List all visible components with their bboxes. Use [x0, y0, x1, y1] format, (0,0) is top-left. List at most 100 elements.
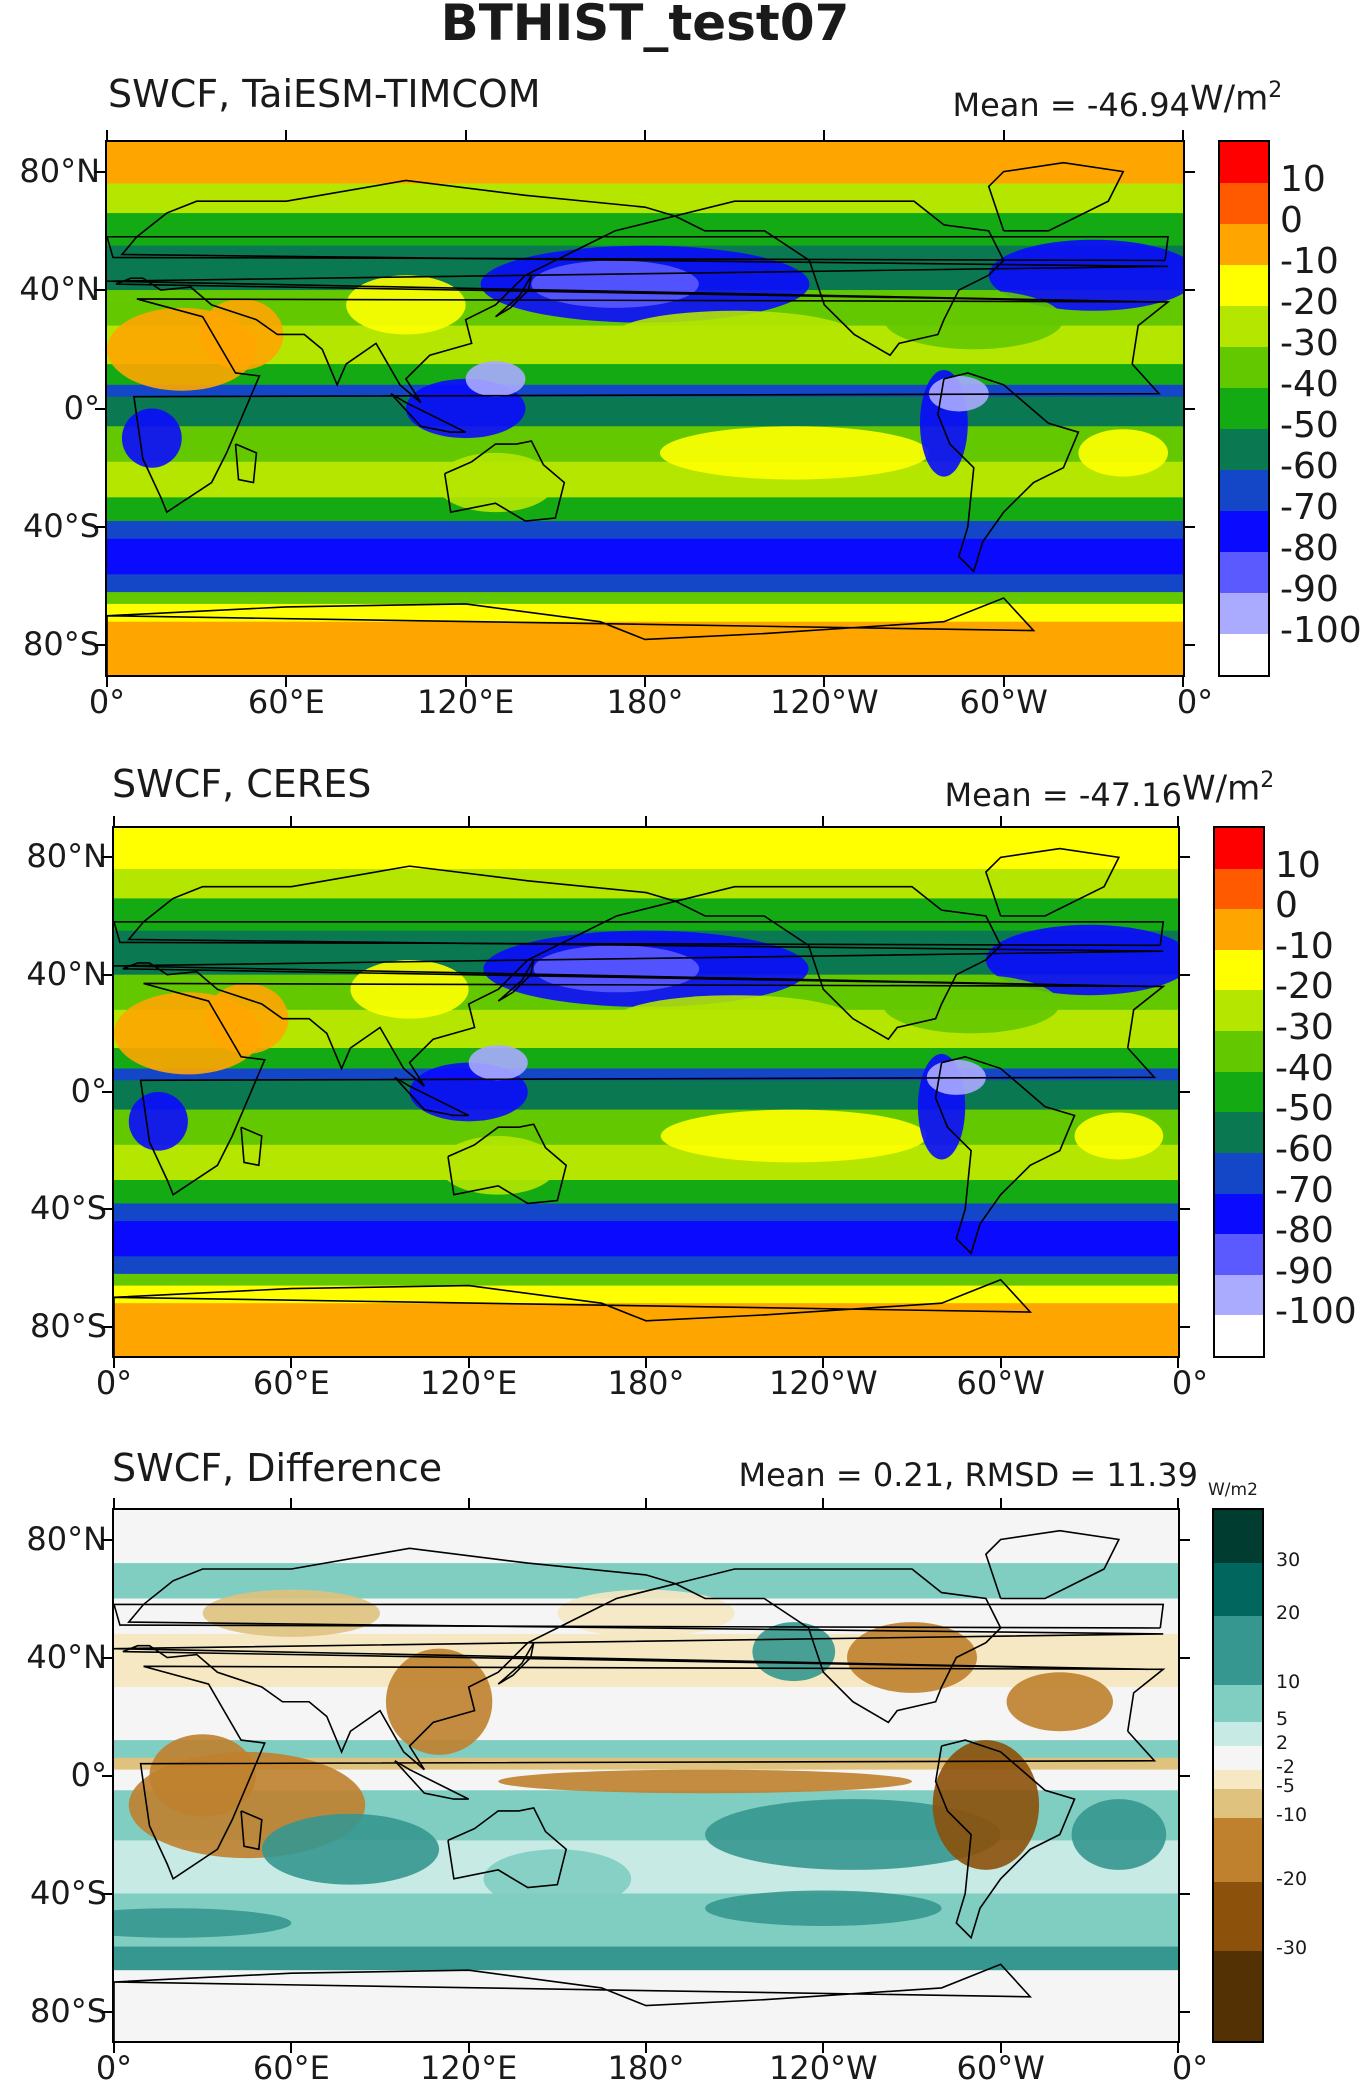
map-2-lon-tick — [290, 816, 293, 826]
colorbar-label: -20 — [1276, 1867, 1308, 1890]
panel-2-colorbar — [1213, 826, 1265, 1358]
colorbar-swatch — [1220, 306, 1268, 348]
colorbar-swatch — [1220, 142, 1268, 184]
map-1-band — [107, 461, 1183, 499]
map-2-lon-tick — [290, 1358, 293, 1368]
colorbar-swatch — [1215, 1071, 1263, 1114]
colorbar-label: -50 — [1280, 405, 1339, 446]
colorbar-swatch — [1220, 470, 1268, 512]
map-2-coastline — [984, 847, 1121, 917]
map-2-coastline — [497, 959, 535, 1002]
main-title: BTHIST_test07 — [440, 0, 850, 52]
map-2-lon-label: 180° — [607, 1364, 685, 1402]
map-3-band — [114, 1740, 1178, 1759]
colorbar-swatch — [1220, 552, 1268, 594]
map-3-lon-tick — [645, 2043, 647, 2053]
map-1-field-patch — [615, 310, 855, 359]
panel-2-units-base: W/m — [1182, 768, 1261, 809]
map-2-field-patch — [468, 1045, 528, 1081]
colorbar-label: -80 — [1280, 528, 1339, 569]
map-1-lon-tick — [1002, 677, 1005, 687]
map-1-field — [107, 142, 1183, 675]
map-3-lon-tick — [467, 1498, 470, 1508]
colorbar-swatch — [1214, 1817, 1262, 1883]
map-3-field-patch — [705, 1890, 942, 1926]
map-2-lon-tick — [822, 1358, 825, 1368]
map-1-lat-tick — [95, 525, 105, 528]
map-3-lon-tick — [467, 2043, 470, 2053]
map-1-lat-tick — [1185, 407, 1195, 410]
map-2-lat-label: 40°N — [26, 954, 107, 993]
map-3-coastline — [114, 1603, 1165, 1629]
map-2-coastline — [240, 1126, 263, 1167]
map-3-field-patch — [385, 1648, 493, 1755]
colorbar-swatch — [1220, 429, 1268, 471]
colorbar-swatch — [1215, 1112, 1263, 1154]
map-3-coastline — [934, 1739, 1076, 1940]
map-2-lon-tick — [822, 816, 825, 826]
map-3-coastline — [114, 1963, 1033, 2041]
map-1-lat-tick — [95, 289, 105, 292]
colorbar-label: 10 — [1275, 844, 1321, 886]
map-2-lon-label: 0° — [95, 1364, 133, 1402]
map-2-lat-tick — [1180, 856, 1190, 859]
map-3-lat-tick — [102, 1538, 112, 1541]
map-1-field-patch — [884, 290, 1064, 350]
map-2-band — [114, 1144, 1178, 1181]
colorbar-label: -60 — [1280, 446, 1339, 487]
panel-2-mean: Mean = -47.16 — [944, 776, 1183, 814]
map-3-field-patch — [483, 1849, 632, 1909]
panel-3-map — [112, 1508, 1180, 2043]
colorbar-label: -80 — [1275, 1210, 1334, 1252]
map-1-band — [107, 183, 1183, 215]
map-3-lon-tick — [290, 2043, 293, 2053]
colorbar-swatch — [1215, 1031, 1263, 1073]
colorbar-label: 20 — [1276, 1602, 1301, 1625]
colorbar-swatch — [1220, 265, 1268, 307]
map-3-lon-tick — [999, 1498, 1002, 1508]
map-3-field-patch — [202, 1589, 380, 1637]
map-1-band — [107, 603, 1183, 623]
map-3-lat-label: 0° — [70, 1755, 107, 1794]
map-3-lat-tick — [1180, 1538, 1190, 1541]
map-3-lon-label: 120°E — [420, 2049, 518, 2087]
map-3-coastline — [240, 1810, 263, 1851]
map-1-field-patch — [1078, 429, 1169, 477]
map-1-coastline — [107, 597, 1036, 675]
map-2-lon-tick — [645, 816, 647, 826]
map-2-coastline — [675, 885, 1002, 1041]
colorbar-label: -30 — [1280, 323, 1339, 364]
map-2-band — [114, 828, 1178, 871]
map-2-lon-tick — [1177, 1358, 1179, 1368]
panel-1-units-base: W/m — [1190, 78, 1269, 119]
map-3-lon-tick — [113, 2043, 115, 2053]
map-2-lat-tick — [102, 856, 112, 859]
colorbar-label: -10 — [1280, 241, 1339, 282]
map-2-lon-tick — [467, 816, 470, 826]
colorbar-label: -70 — [1280, 487, 1339, 528]
map-2-coastline — [114, 865, 1164, 1087]
colorbar-swatch — [1214, 1510, 1262, 1565]
map-1-lat-tick — [1185, 525, 1195, 528]
map-1-band — [107, 497, 1183, 523]
colorbar-swatch — [1214, 1685, 1262, 1724]
colorbar-label: -10 — [1275, 925, 1334, 967]
colorbar-swatch — [1214, 1770, 1262, 1790]
panel-1-units: W/m2 — [1190, 78, 1282, 118]
map-2-lat-label: 80°S — [29, 1306, 107, 1345]
map-2-band — [114, 869, 1178, 900]
map-1-lat-tick — [95, 407, 105, 410]
colorbar-swatch — [1214, 1616, 1262, 1687]
colorbar-label: 10 — [1276, 1671, 1301, 1694]
map-1-lon-tick — [285, 130, 288, 140]
map-3-coastline — [139, 1665, 1166, 1880]
map-2-field-patch — [533, 945, 700, 993]
panel-2-title: SWCF, CERES — [112, 762, 372, 806]
map-2-lon-label: 120°W — [768, 1364, 878, 1402]
panel-2-units-sup: 2 — [1260, 768, 1275, 793]
map-2-band — [114, 1273, 1178, 1287]
panel-1-colorbar — [1218, 140, 1270, 677]
map-1-field-patch — [659, 426, 929, 480]
map-1-lon-label: 120°E — [417, 683, 515, 721]
map-3-band — [114, 1946, 1178, 1972]
